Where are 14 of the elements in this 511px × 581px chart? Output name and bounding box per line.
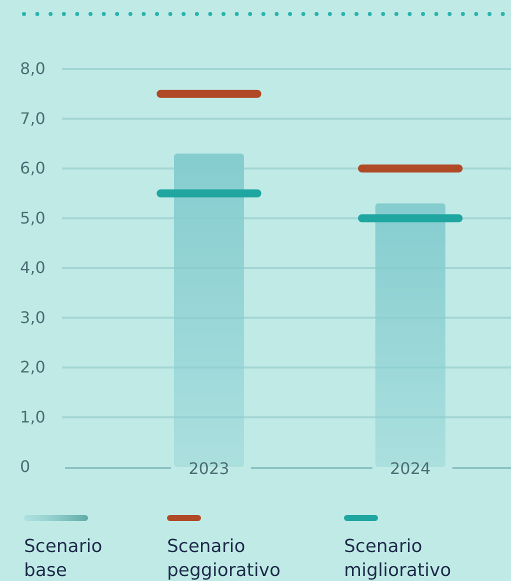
- y-tick-label: 8,0: [20, 59, 46, 78]
- legend-label: Scenario base: [24, 536, 102, 581]
- legend-label: Scenario peggiorativo: [167, 536, 281, 581]
- x-tick-label: 2024: [390, 459, 431, 478]
- y-tick-label: 7,0: [20, 108, 46, 128]
- y-tick-label: 2,0: [20, 358, 46, 377]
- y-tick-label: 3,0: [20, 308, 46, 327]
- y-tick-label: 5,0: [20, 208, 46, 228]
- x-tick-label: 2023: [188, 459, 230, 478]
- legend-label: Scenario migliorativo: [344, 536, 452, 581]
- y-tick-label: 6,0: [20, 158, 46, 178]
- y-tick-label: 4,0: [20, 258, 46, 278]
- y-tick-label: 0: [20, 457, 30, 476]
- y-tick-label: 1,0: [20, 407, 46, 426]
